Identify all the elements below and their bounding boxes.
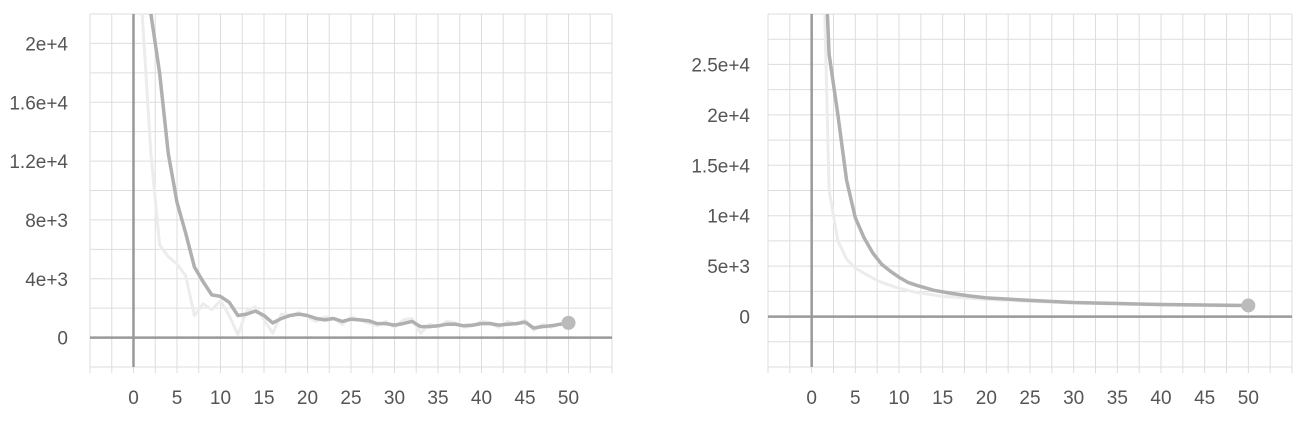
x-tick-label: 25 [1019,388,1040,409]
left-line-chart: 0 4e+3 8e+3 1.2e+4 1.6e+4 2e+4 0 5 10 15 20 25 30 35 4… [9,13,613,409]
x-tick-label: 40 [471,388,492,409]
y-tick-label: 1.6e+4 [9,93,68,114]
smoothed-series-line [825,14,1251,308]
x-tick-label: 10 [210,388,231,409]
x-tick-label: 30 [1063,388,1084,409]
x-tick-label: 15 [932,388,953,409]
x-tick-label: 50 [1238,388,1259,409]
x-tick-label: 45 [514,388,535,409]
x-tick-label: 30 [384,388,405,409]
y-tick-label: 0 [57,329,68,350]
y-tick-label: 2e+4 [707,106,750,127]
y-tick-label: 1e+4 [707,207,750,228]
series-endpoint-marker[interactable] [1241,298,1256,313]
x-tick-label: 35 [1107,388,1128,409]
x-tick-label: 5 [172,388,183,409]
y-tick-label: 5e+3 [707,257,750,278]
x-tick-label: 35 [427,388,448,409]
grid [89,13,613,373]
x-tick-label: 0 [806,388,817,409]
smoothed-series-line [149,14,571,330]
x-tick-label: 15 [253,388,274,409]
y-tick-label: 2e+4 [25,34,68,55]
y-tick-label: 4e+3 [25,270,68,291]
series-endpoint-marker[interactable] [561,315,576,330]
x-tick-label: 0 [128,388,139,409]
y-tick-label: 2.5e+4 [691,55,750,76]
grid [767,13,1293,373]
x-tick-label: 20 [976,388,997,409]
x-tick-label: 5 [850,388,861,409]
x-tick-label: 10 [888,388,909,409]
right-line-chart: 0 5e+3 1e+4 1.5e+4 2e+4 2.5e+4 0 5 10 15 20 25 30 35 4… [691,13,1293,409]
x-tick-label: 40 [1150,388,1171,409]
y-tick-label: 1.5e+4 [691,156,750,177]
y-tick-label: 8e+3 [25,211,68,232]
y-tick-label: 1.2e+4 [9,152,68,173]
raw-series-line [823,14,1250,308]
x-tick-label: 20 [297,388,318,409]
x-tick-label: 25 [340,388,361,409]
y-tick-label: 0 [739,308,750,329]
x-tick-label: 50 [558,388,579,409]
x-tick-label: 45 [1194,388,1215,409]
